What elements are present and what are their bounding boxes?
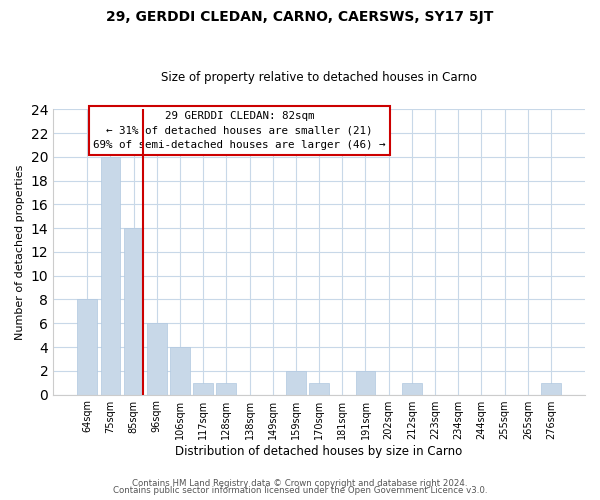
Bar [402,382,422,394]
Bar [217,382,236,394]
Y-axis label: Number of detached properties: Number of detached properties [15,164,25,340]
Bar [541,382,561,394]
X-axis label: Distribution of detached houses by size in Carno: Distribution of detached houses by size … [175,444,463,458]
Title: Size of property relative to detached houses in Carno: Size of property relative to detached ho… [161,72,477,85]
Bar [101,157,120,394]
Text: Contains HM Land Registry data © Crown copyright and database right 2024.: Contains HM Land Registry data © Crown c… [132,478,468,488]
Text: 29, GERDDI CLEDAN, CARNO, CAERSWS, SY17 5JT: 29, GERDDI CLEDAN, CARNO, CAERSWS, SY17 … [106,10,494,24]
Bar [309,382,329,394]
Text: 29 GERDDI CLEDAN: 82sqm
← 31% of detached houses are smaller (21)
69% of semi-de: 29 GERDDI CLEDAN: 82sqm ← 31% of detache… [93,110,386,150]
Bar [193,382,213,394]
Text: Contains public sector information licensed under the Open Government Licence v3: Contains public sector information licen… [113,486,487,495]
Bar [170,347,190,395]
Bar [286,371,306,394]
Bar [124,228,143,394]
Bar [356,371,376,394]
Bar [147,324,167,394]
Bar [77,300,97,394]
